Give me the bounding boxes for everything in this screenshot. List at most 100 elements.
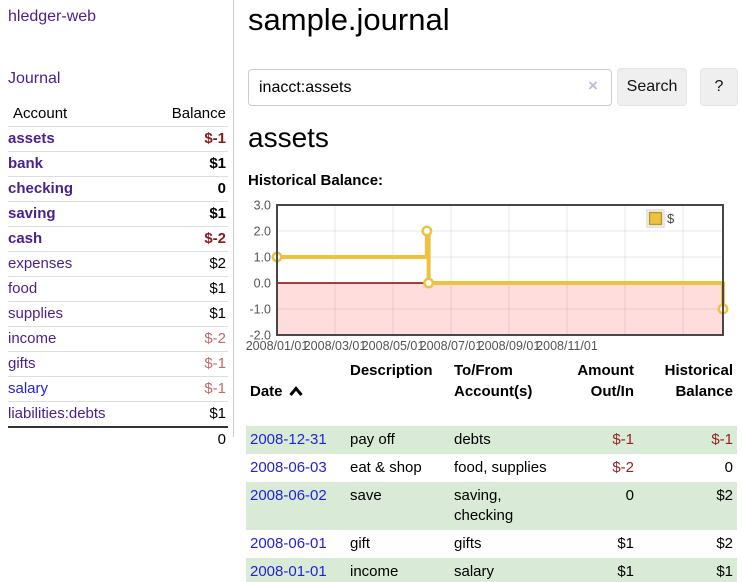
transaction-date-link[interactable]: 2008-01-01	[250, 563, 327, 580]
register-header-row: Date Description To/From Account(s) Amou…	[246, 357, 737, 426]
account-balance: $-1	[147, 376, 228, 402]
sidebar-account-supplies: supplies $1	[8, 301, 228, 327]
account-balance: $1	[147, 301, 228, 327]
sidebar-item-journal[interactable]: Journal	[8, 70, 61, 87]
search-button[interactable]: Search	[617, 68, 687, 106]
account-link-checking[interactable]: checking	[8, 180, 74, 197]
sidebar-divider	[233, 0, 234, 437]
account-balance: $-2	[147, 226, 228, 252]
transaction-date-link[interactable]: 2008-06-03	[250, 459, 327, 476]
sidebar-account-income: income $-2	[8, 326, 228, 352]
account-balance: $1	[147, 151, 228, 177]
svg-text:2008/01/01: 2008/01/01	[246, 339, 309, 353]
sidebar-account-checking: checking 0	[8, 176, 228, 202]
transaction-date-link[interactable]: 2008-06-01	[250, 535, 327, 552]
svg-text:-1.0: -1.0	[249, 303, 271, 317]
accounts-sidebar-table: Account Balance assets $-1 bank $1 check…	[8, 102, 228, 452]
account-balance: $2	[147, 251, 228, 277]
account-link-expenses[interactable]: expenses	[8, 255, 73, 272]
account-link-salary[interactable]: salary	[8, 380, 49, 397]
transaction-description: gift	[350, 535, 371, 552]
page-title: sample.journal	[248, 2, 450, 37]
accounts-header-balance: Balance	[171, 105, 226, 122]
svg-text:2008/07/01: 2008/07/01	[420, 339, 483, 353]
column-header-amount: Amount Out/In	[577, 362, 634, 400]
historical-balance-chart: 3.0 2.0 1.0 0.0 -1.0 -2.0 2008/01/01 2008/03/01…	[240, 198, 742, 358]
column-header-accounts: To/From Account(s)	[454, 362, 533, 400]
total-balance: 0	[147, 426, 228, 452]
svg-text:-2.0: -2.0	[249, 329, 271, 343]
account-balance: $-1	[147, 126, 228, 152]
sidebar-account-cash: cash $-2	[8, 226, 228, 252]
help-button[interactable]: ?	[700, 68, 738, 106]
transaction-balance: $-1	[711, 431, 733, 448]
search-form: × Search ?	[248, 68, 738, 106]
brand-link[interactable]: hledger-web	[8, 8, 97, 25]
account-link-cash[interactable]: cash	[8, 230, 43, 247]
sidebar-account-gifts: gifts $-1	[8, 351, 228, 377]
svg-text:2008/03/01: 2008/03/01	[304, 339, 367, 353]
transaction-balance: 0	[724, 459, 733, 476]
register-table: Date Description To/From Account(s) Amou…	[246, 357, 737, 582]
account-balance: $-2	[147, 326, 228, 352]
transaction-description: income	[350, 563, 399, 580]
transaction-amount: 0	[625, 487, 634, 504]
account-balance: 0	[147, 176, 228, 202]
account-link-supplies[interactable]: supplies	[8, 305, 64, 322]
total-spacer	[8, 426, 148, 452]
svg-text:3.0: 3.0	[254, 199, 271, 213]
column-header-description: Description	[350, 362, 433, 379]
transaction-accounts: debts	[454, 431, 491, 448]
transaction-balance: $2	[716, 535, 733, 552]
accounts-header-row: Account Balance	[8, 102, 228, 127]
account-link-saving[interactable]: saving	[8, 205, 56, 222]
register-row: 2008-12-31 pay off debts $-1 $-1	[246, 426, 737, 454]
accounts-header-account: Account	[13, 105, 68, 122]
register-row: 2008-06-03 eat & shop food, supplies $-2…	[246, 454, 737, 482]
svg-text:1.0: 1.0	[254, 251, 271, 265]
transaction-accounts: food, supplies	[454, 459, 547, 476]
register-row: 2008-06-02 save saving, checking 0 $2	[246, 482, 737, 530]
clear-search-icon[interactable]: ×	[588, 76, 598, 95]
sort-ascending-chevron-icon	[288, 386, 303, 396]
svg-text:2008/09/01: 2008/09/01	[478, 339, 541, 353]
transaction-date-link[interactable]: 2008-06-02	[250, 487, 327, 504]
transaction-date-link[interactable]: 2008-12-31	[250, 431, 327, 448]
account-link-income[interactable]: income	[8, 330, 57, 347]
transaction-description: save	[350, 487, 382, 504]
transaction-balance: $2	[716, 487, 733, 504]
svg-text:2008/11/01: 2008/11/01	[536, 339, 598, 353]
sidebar-account-liabilities-debts: liabilities:debts $1	[8, 401, 228, 427]
sidebar-account-expenses: expenses $2	[8, 251, 228, 277]
account-link-liabilities-debts[interactable]: liabilities:debts	[8, 405, 106, 422]
account-balance: $-1	[147, 351, 228, 377]
account-link-bank[interactable]: bank	[8, 155, 44, 172]
transaction-description: pay off	[350, 431, 395, 448]
sidebar-total-row: 0	[8, 426, 228, 452]
account-link-food[interactable]: food	[8, 280, 38, 297]
sidebar-account-food: food $1	[8, 276, 228, 302]
transaction-amount: $1	[617, 535, 634, 552]
chart-title: Historical Balance:	[248, 172, 384, 189]
transaction-amount: $-2	[612, 459, 634, 476]
account-balance: $1	[147, 201, 228, 227]
register-row: 2008-06-01 gift gifts $1 $2	[246, 530, 737, 558]
account-balance: $1	[147, 276, 228, 302]
account-link-assets[interactable]: assets	[8, 130, 55, 147]
column-header-balance: Historical Balance	[664, 362, 733, 400]
svg-text:$: $	[667, 211, 675, 226]
account-balance: $1	[147, 401, 228, 427]
svg-text:2.0: 2.0	[254, 225, 271, 239]
transaction-balance: $1	[716, 563, 733, 580]
transaction-description: eat & shop	[350, 459, 422, 476]
sidebar-account-bank: bank $1	[8, 151, 228, 177]
search-input[interactable]	[248, 69, 612, 106]
transaction-accounts: gifts	[454, 535, 482, 552]
sidebar-account-saving: saving $1	[8, 201, 228, 227]
transaction-accounts: saving, checking	[454, 487, 514, 524]
account-link-gifts[interactable]: gifts	[8, 355, 36, 372]
column-header-date[interactable]: Date	[246, 357, 346, 426]
register-row: 2008-01-01 income salary $1 $1	[246, 558, 737, 582]
svg-text:0.0: 0.0	[254, 277, 271, 291]
transaction-amount: $1	[617, 563, 634, 580]
